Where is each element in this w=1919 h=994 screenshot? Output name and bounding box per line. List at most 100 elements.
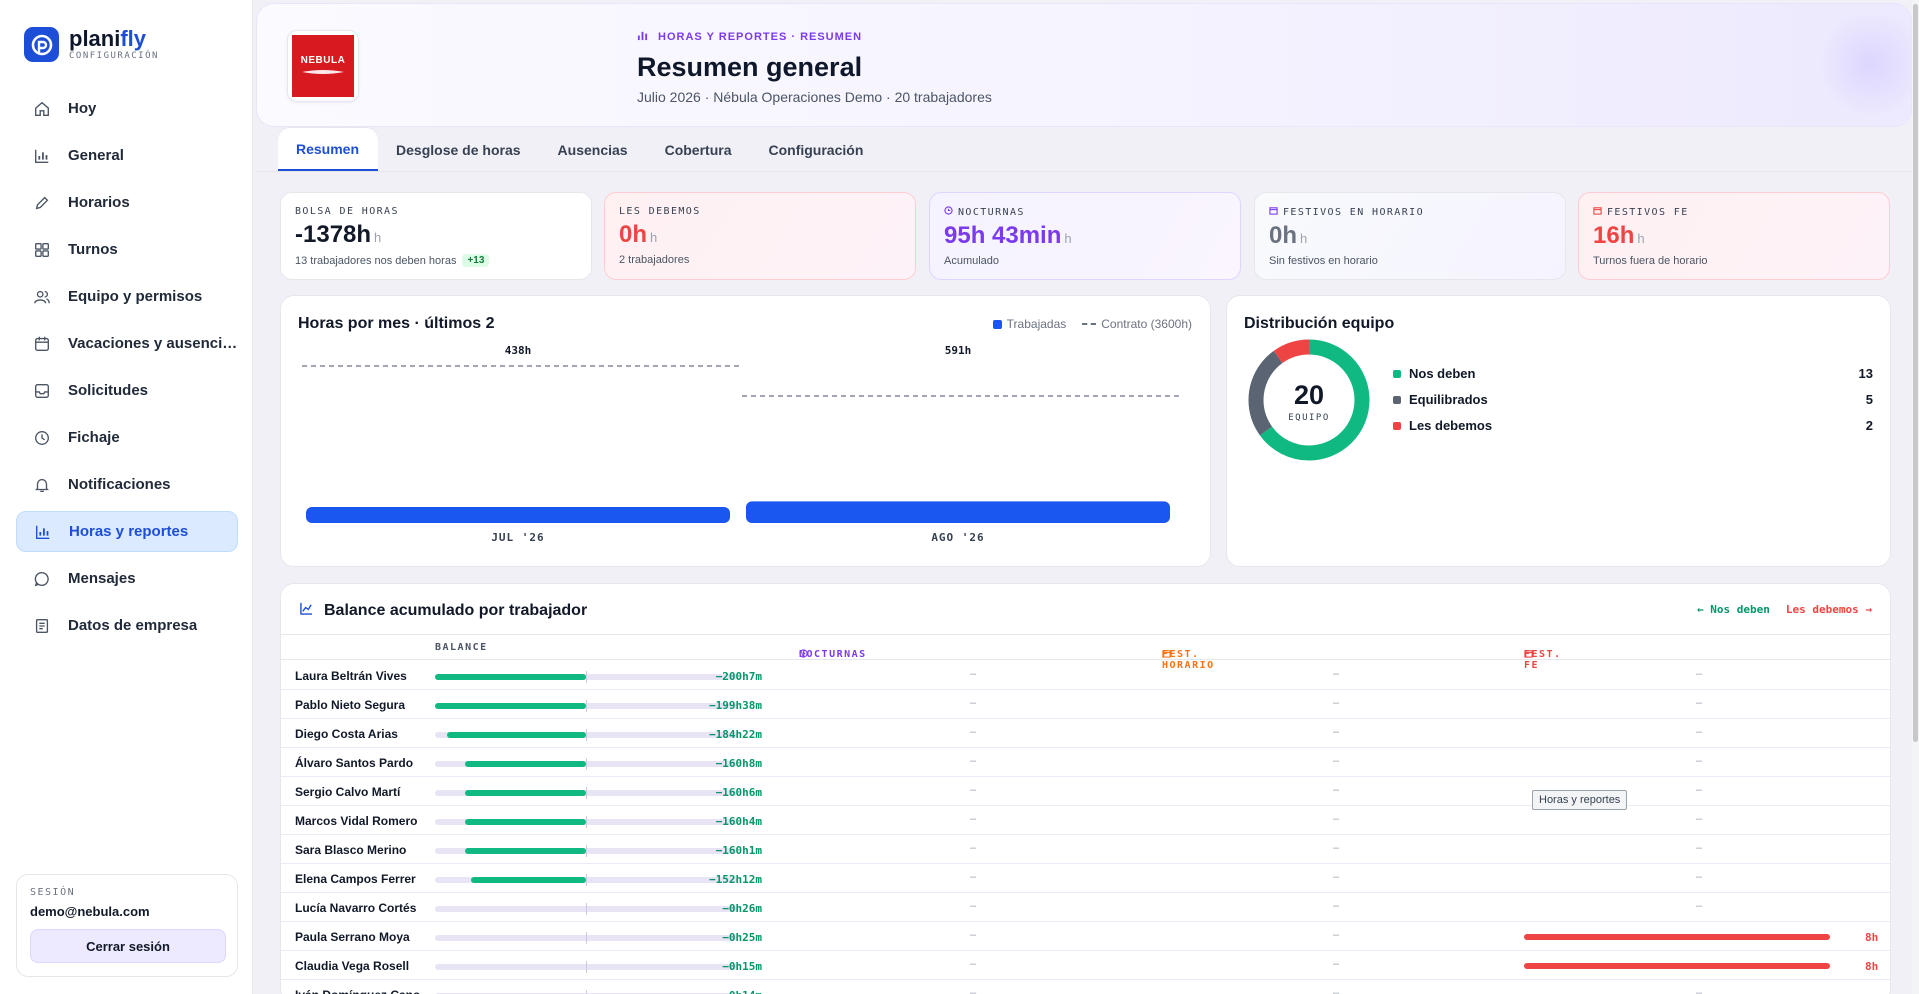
logout-button[interactable]: Cerrar sesión (30, 929, 226, 963)
balance-title: Balance acumulado por trabajador (324, 602, 588, 619)
sidebar-item-hoy[interactable]: Hoy (16, 88, 238, 129)
bar-chart-icon (32, 146, 52, 166)
sidebar-item-label: Turnos (68, 241, 118, 258)
balance-value: −160h8m (715, 757, 762, 770)
sidebar-item-horas-y-reportes[interactable]: Horas y reportes (16, 511, 238, 552)
balance-bar (465, 790, 586, 796)
tab-ausencias[interactable]: Ausencias (557, 142, 628, 158)
calendar-icon (1162, 649, 1171, 658)
sidebar-item-datos-de-empresa[interactable]: Datos de empresa (16, 605, 238, 646)
empty-cell: – (970, 958, 977, 970)
empty-cell: – (1696, 784, 1703, 796)
page-scrollbar[interactable] (1912, 0, 1919, 994)
balance-zero-marker (586, 932, 587, 944)
tab-configuracion[interactable]: Configuración (768, 142, 864, 158)
empty-cell: – (1696, 726, 1703, 738)
table-row[interactable]: Marcos Vidal Romero −160h4m – – – (281, 806, 1890, 835)
sidebar-item-fichaje[interactable]: Fichaje (16, 417, 238, 458)
sidebar-item-label: Datos de empresa (68, 617, 198, 634)
sidebar-item-mensajes[interactable]: Mensajes (16, 558, 238, 599)
balance-track (435, 903, 737, 915)
sidebar-item-label: Equipo y permisos (68, 288, 203, 305)
empty-cell: – (1696, 813, 1703, 825)
session-email: demo@nebula.com (30, 904, 150, 919)
sidebar-item-notificaciones[interactable]: Notificaciones (16, 464, 238, 505)
company-logo-text: NEBULA (300, 54, 346, 66)
empty-cell: – (970, 784, 977, 796)
kpi-unit: h (650, 230, 658, 245)
trend-chart-icon (300, 602, 313, 620)
sidebar-item-turnos[interactable]: Turnos (16, 229, 238, 270)
kpi-label: FESTIVOS FE (1593, 206, 1875, 218)
table-row[interactable]: Iván Domínguez Cano −0h14m – – – (281, 980, 1890, 994)
table-row[interactable]: Paula Serrano Moya −0h25m – – 8h (281, 922, 1890, 951)
tab-cobertura[interactable]: Cobertura (664, 142, 732, 158)
balance-value: −0h26m (722, 902, 762, 915)
balance-bar (435, 703, 586, 709)
calendar-icon (1524, 649, 1533, 658)
kpi-subtitle: 13 trabajadores nos deben horas +13 (295, 254, 577, 267)
balance-legend: ← Nos deben Les debemos → (1697, 603, 1872, 616)
table-row[interactable]: Pablo Nieto Segura −199h38m – – – (281, 690, 1890, 719)
bell-icon (32, 475, 52, 495)
legend-item: Nos deben 13 (1393, 366, 1873, 381)
sidebar-item-equipo-y-permisos[interactable]: Equipo y permisos (16, 276, 238, 317)
inbox-icon (32, 381, 52, 401)
empty-cell: – (1333, 871, 1340, 883)
table-row[interactable]: Lucía Navarro Cortés −0h26m – – – (281, 893, 1890, 922)
worker-name: Iván Domínguez Cano (295, 988, 420, 994)
brand-subtitle: CONFIGURACIÓN (69, 51, 159, 61)
sidebar-item-vacaciones-y-ausencias[interactable]: Vacaciones y ausencias (16, 323, 238, 364)
empty-cell: – (1333, 842, 1340, 854)
balance-track (435, 758, 737, 770)
empty-cell: – (970, 900, 977, 912)
legend-nos-deben: ← Nos deben (1697, 603, 1770, 616)
table-row[interactable]: Laura Beltrán Vives −200h7m – – – (281, 661, 1890, 690)
sidebar-item-label: Notificaciones (68, 476, 171, 493)
table-row[interactable]: Elena Campos Ferrer −152h12m – – – (281, 864, 1890, 893)
balance-bar (447, 732, 586, 738)
balance-track (435, 671, 737, 683)
pencil-icon (32, 193, 52, 213)
tab-desglose-de-horas[interactable]: Desglose de horas (396, 142, 521, 158)
balance-track (435, 932, 737, 944)
users-icon (32, 287, 52, 307)
sidebar-item-horarios[interactable]: Horarios (16, 182, 238, 223)
balance-zero-marker (586, 874, 587, 886)
table-row[interactable]: Diego Costa Arias −184h22m – – – (281, 719, 1890, 748)
sidebar-item-general[interactable]: General (16, 135, 238, 176)
empty-cell: – (970, 871, 977, 883)
sidebar-item-solicitudes[interactable]: Solicitudes (16, 370, 238, 411)
balance-value: −200h7m (715, 670, 762, 683)
balance-zero-marker (586, 758, 587, 770)
balance-bar (435, 674, 586, 680)
balance-value: −199h38m (709, 699, 762, 712)
legend-swatch (1393, 369, 1401, 378)
donut-slice (1248, 339, 1370, 461)
empty-cell: – (1333, 929, 1340, 941)
tab-resumen[interactable]: Resumen (278, 128, 379, 172)
fest-fe-bar (1524, 934, 1830, 940)
table-row[interactable]: Sara Blasco Merino −160h1m – – – (281, 835, 1890, 864)
kpi-card: BOLSA DE HORAS -1378h h 13 trabajadores nos… (280, 192, 592, 280)
table-row[interactable]: Claudia Vega Rosell −0h15m – – 8h (281, 951, 1890, 980)
session-label: SESIÓN (30, 887, 76, 898)
legend-worked-swatch (992, 319, 1002, 329)
balance-bar (471, 877, 586, 883)
calendar-icon (1269, 206, 1278, 218)
hours-chart-title: Horas por mes · últimos 2 (298, 315, 495, 332)
empty-cell: – (970, 987, 977, 994)
x-tick-label: JUL '26 (491, 531, 544, 544)
balance-track (435, 787, 737, 799)
brand-name: planifly (69, 26, 147, 51)
legend-label: Les debemos (1409, 418, 1493, 433)
table-row[interactable]: Álvaro Santos Pardo −160h8m – – – (281, 748, 1890, 777)
donut-center-value: 20 (1294, 380, 1324, 410)
brand-logo[interactable]: planifly CONFIGURACIÓN (24, 27, 159, 62)
table-row[interactable]: Sergio Calvo Martí −160h6m – – – (281, 777, 1890, 806)
legend-value: 13 (1858, 366, 1873, 381)
scrollbar-thumb[interactable] (1913, 4, 1918, 742)
planifly-logo-icon (24, 27, 59, 62)
worker-name: Pablo Nieto Segura (295, 698, 406, 712)
balance-zero-marker (586, 903, 587, 915)
